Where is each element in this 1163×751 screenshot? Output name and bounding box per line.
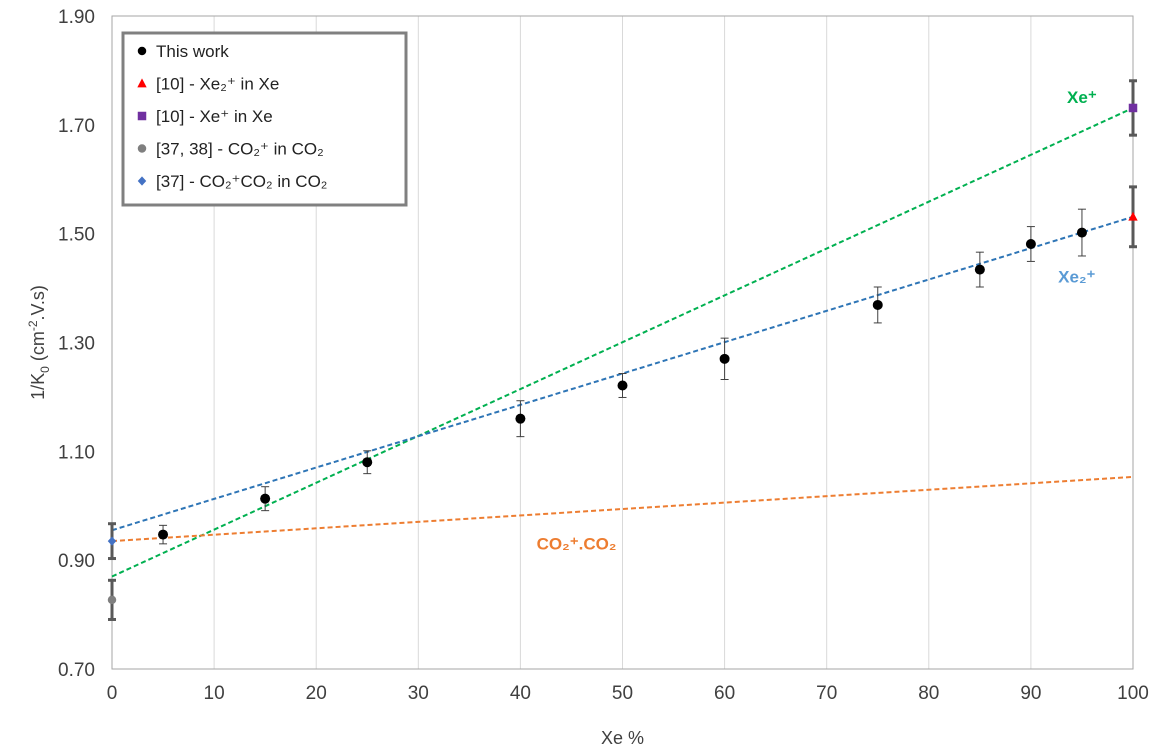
y-tick-label: 1.10: [58, 442, 95, 463]
annotation-label: Xe₂⁺: [1058, 268, 1095, 287]
y-axis-title-sup: -2: [26, 320, 40, 331]
data-point: [617, 380, 628, 391]
legend-label: [10] - Xe⁺ in Xe: [156, 107, 273, 126]
x-tick-label: 90: [1020, 683, 1041, 704]
annotation-label: CO₂⁺.CO₂: [537, 534, 617, 553]
data-point: [260, 493, 271, 504]
y-tick-label: 1.50: [58, 225, 95, 246]
legend-marker: [137, 46, 147, 56]
x-tick-label: 20: [306, 683, 327, 704]
data-point: [107, 595, 117, 605]
y-tick-label: 0.70: [58, 660, 95, 681]
y-axis-title-tail: .V.s): [28, 285, 48, 320]
legend: This work [10] - Xe₂⁺ in Xe [10] - Xe⁺ in …: [121, 31, 408, 207]
legend-label: This work: [156, 42, 229, 61]
x-tick-label: 40: [510, 683, 531, 704]
x-tick-label: 100: [1117, 683, 1149, 704]
legend-label: [37, 38] - CO₂⁺ in CO₂: [156, 140, 324, 159]
annotations: Xe⁺ Xe₂⁺ CO₂⁺.CO₂: [537, 88, 1097, 553]
data-point: [1128, 103, 1138, 113]
y-axis-title-mid: (cm: [28, 331, 48, 366]
x-tick-label: 80: [918, 683, 939, 704]
y-axis-title-main: 1/K: [28, 373, 48, 400]
legend-marker: [137, 176, 147, 186]
x-tick-label: 70: [816, 683, 837, 704]
trendline: [111, 215, 1134, 532]
legend-marker: [137, 111, 147, 121]
x-tick-label: 60: [714, 683, 735, 704]
x-tick-label: 0: [107, 683, 118, 704]
y-tick-label: 1.70: [58, 116, 95, 137]
trendlines: [111, 107, 1134, 578]
data-point: [1025, 239, 1036, 250]
trendline: [111, 475, 1134, 543]
annotation-label: Xe⁺: [1067, 88, 1097, 107]
legend-box: [121, 31, 408, 207]
legend-marker: [137, 144, 147, 153]
data-point: [872, 299, 883, 310]
x-tick-label: 10: [204, 683, 225, 704]
y-tick-label: 1.30: [58, 334, 95, 355]
data-point: [107, 536, 117, 546]
tick-labels: 0 10 20 30 40 50 60 70 80 90 100 0.70 0.90 1.10 1.30 1.…: [58, 7, 1149, 704]
legend-label: [10] - Xe₂⁺ in Xe: [156, 75, 279, 94]
y-axis-title-sub: 0: [38, 366, 52, 373]
data-point: [515, 413, 526, 424]
x-tick-label: 30: [408, 683, 429, 704]
data-point: [362, 457, 373, 468]
x-tick-label: 50: [612, 683, 633, 704]
legend-label: [37] - CO₂⁺CO₂ in CO₂: [156, 172, 327, 191]
y-tick-label: 0.90: [58, 551, 95, 572]
y-tick-label: 1.90: [58, 7, 95, 28]
data-points: [107, 103, 1138, 605]
x-axis-title: Xe %: [601, 728, 644, 748]
plot-area: [111, 15, 1134, 670]
y-axis-title: 1/K0 (cm-2.V.s): [26, 285, 52, 400]
trendline: [111, 107, 1134, 578]
data-point: [158, 529, 169, 540]
data-point: [719, 353, 730, 364]
data-point: [1076, 227, 1087, 238]
data-point: [1128, 211, 1138, 221]
legend-marker: [137, 78, 147, 88]
data-point: [974, 264, 985, 275]
